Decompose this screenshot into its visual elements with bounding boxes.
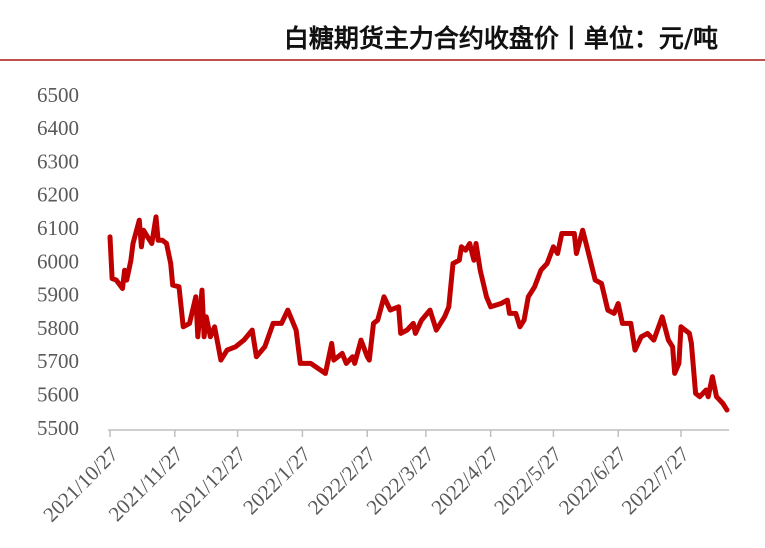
x-tick-label: 2022/1/27 bbox=[238, 442, 315, 519]
x-tick-label: 2022/4/27 bbox=[426, 442, 503, 519]
x-tick-label: 2022/5/27 bbox=[489, 442, 566, 519]
y-tick-label: 5600 bbox=[37, 383, 79, 407]
y-tick-label: 5900 bbox=[37, 283, 79, 307]
y-tick-label: 5700 bbox=[37, 349, 79, 373]
y-tick-label: 6500 bbox=[37, 83, 79, 107]
x-tick-label: 2022/7/27 bbox=[617, 442, 694, 519]
y-tick-label: 6400 bbox=[37, 116, 79, 140]
y-tick-label: 6000 bbox=[37, 249, 79, 273]
chart-title: 白糖期货主力合约收盘价丨单位：元/吨 bbox=[284, 24, 718, 53]
y-tick-label: 6200 bbox=[37, 183, 79, 207]
y-tick-label: 6100 bbox=[37, 216, 79, 240]
y-tick-label: 6300 bbox=[37, 149, 79, 173]
price-line bbox=[107, 214, 730, 413]
y-tick-label: 5500 bbox=[37, 416, 79, 440]
x-tick-label: 2022/6/27 bbox=[554, 442, 631, 519]
y-tick-label: 5800 bbox=[37, 316, 79, 340]
